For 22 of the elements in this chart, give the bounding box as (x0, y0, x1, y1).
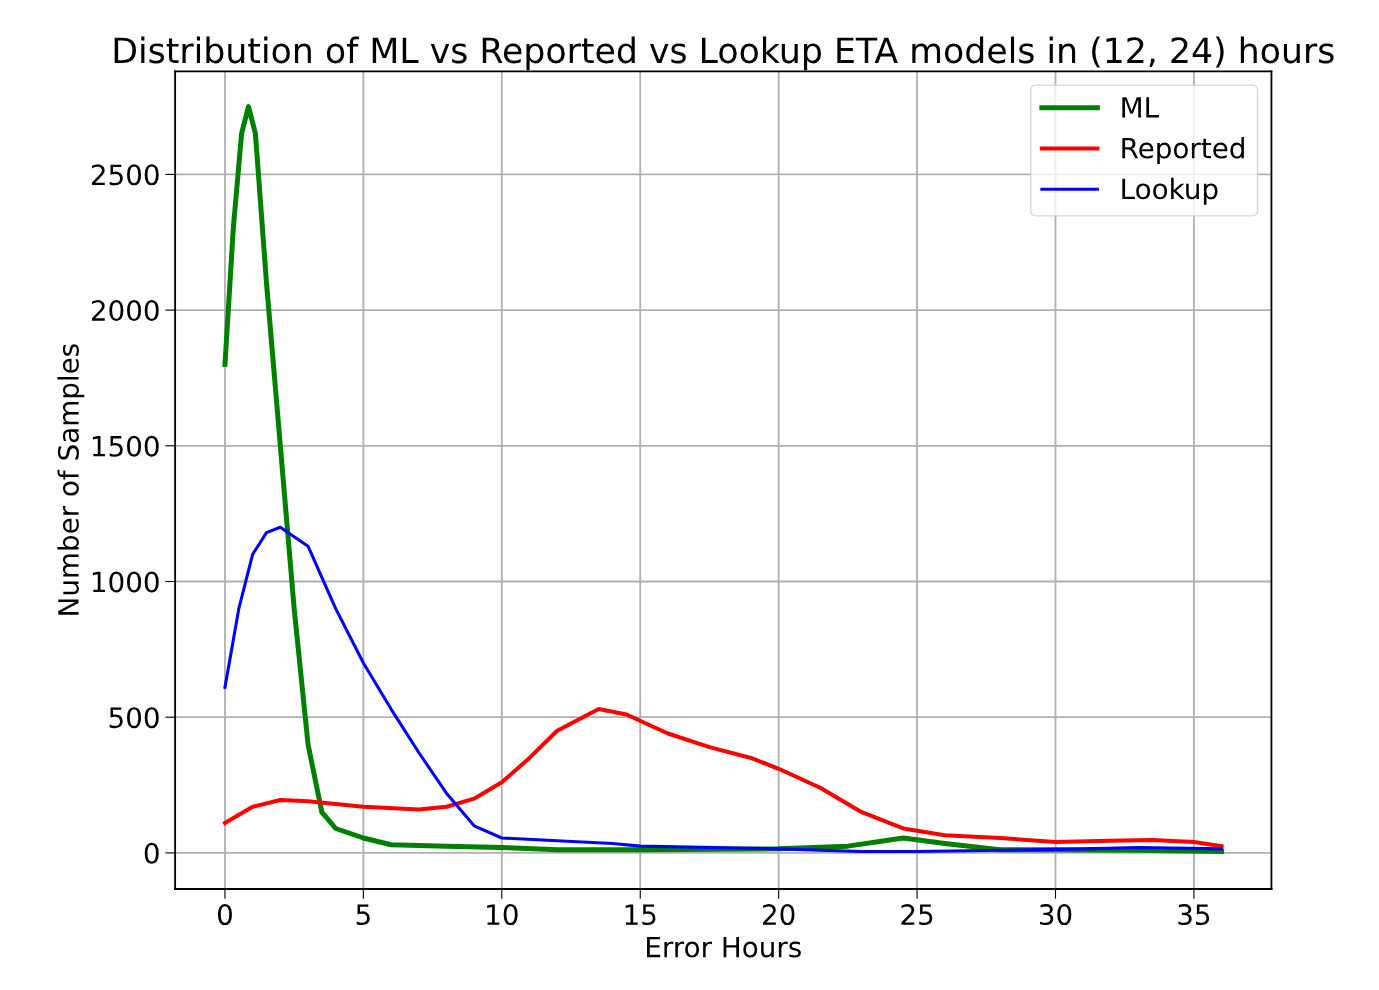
legend-label: ML (1122, 97, 1159, 118)
x-tick-label: 30 (1039, 904, 1072, 926)
line-series (222, 707, 1224, 849)
x-tick-label: 0 (217, 904, 232, 926)
legend-label: Lookup (1122, 177, 1218, 205)
y-tick-label: 2000 (91, 300, 159, 322)
x-tick-label: 20 (763, 904, 795, 926)
y-tick-label: 500 (109, 707, 159, 729)
y-axis-title: Number of Samples (57, 344, 85, 615)
x-axis-title: Error Hours (647, 936, 801, 958)
y-tick-label: 1500 (92, 435, 159, 457)
chart-title: Distribution of ML vs Reported vs Lookup ETA models in (12, 24) hours (114, 36, 1334, 71)
y-tick-label: 1000 (92, 571, 159, 593)
x-tick-label: 5 (356, 904, 370, 926)
x-tick-label: 15 (625, 904, 656, 926)
y-tick-label: 0 (144, 842, 159, 864)
x-tick-label: 35 (1178, 904, 1210, 926)
x-tick-label: 25 (901, 904, 933, 926)
line-series (223, 525, 1224, 854)
legend-label: Reported (1122, 137, 1244, 164)
x-tick-label: 10 (487, 904, 518, 926)
y-tick-label: 2500 (91, 164, 159, 186)
